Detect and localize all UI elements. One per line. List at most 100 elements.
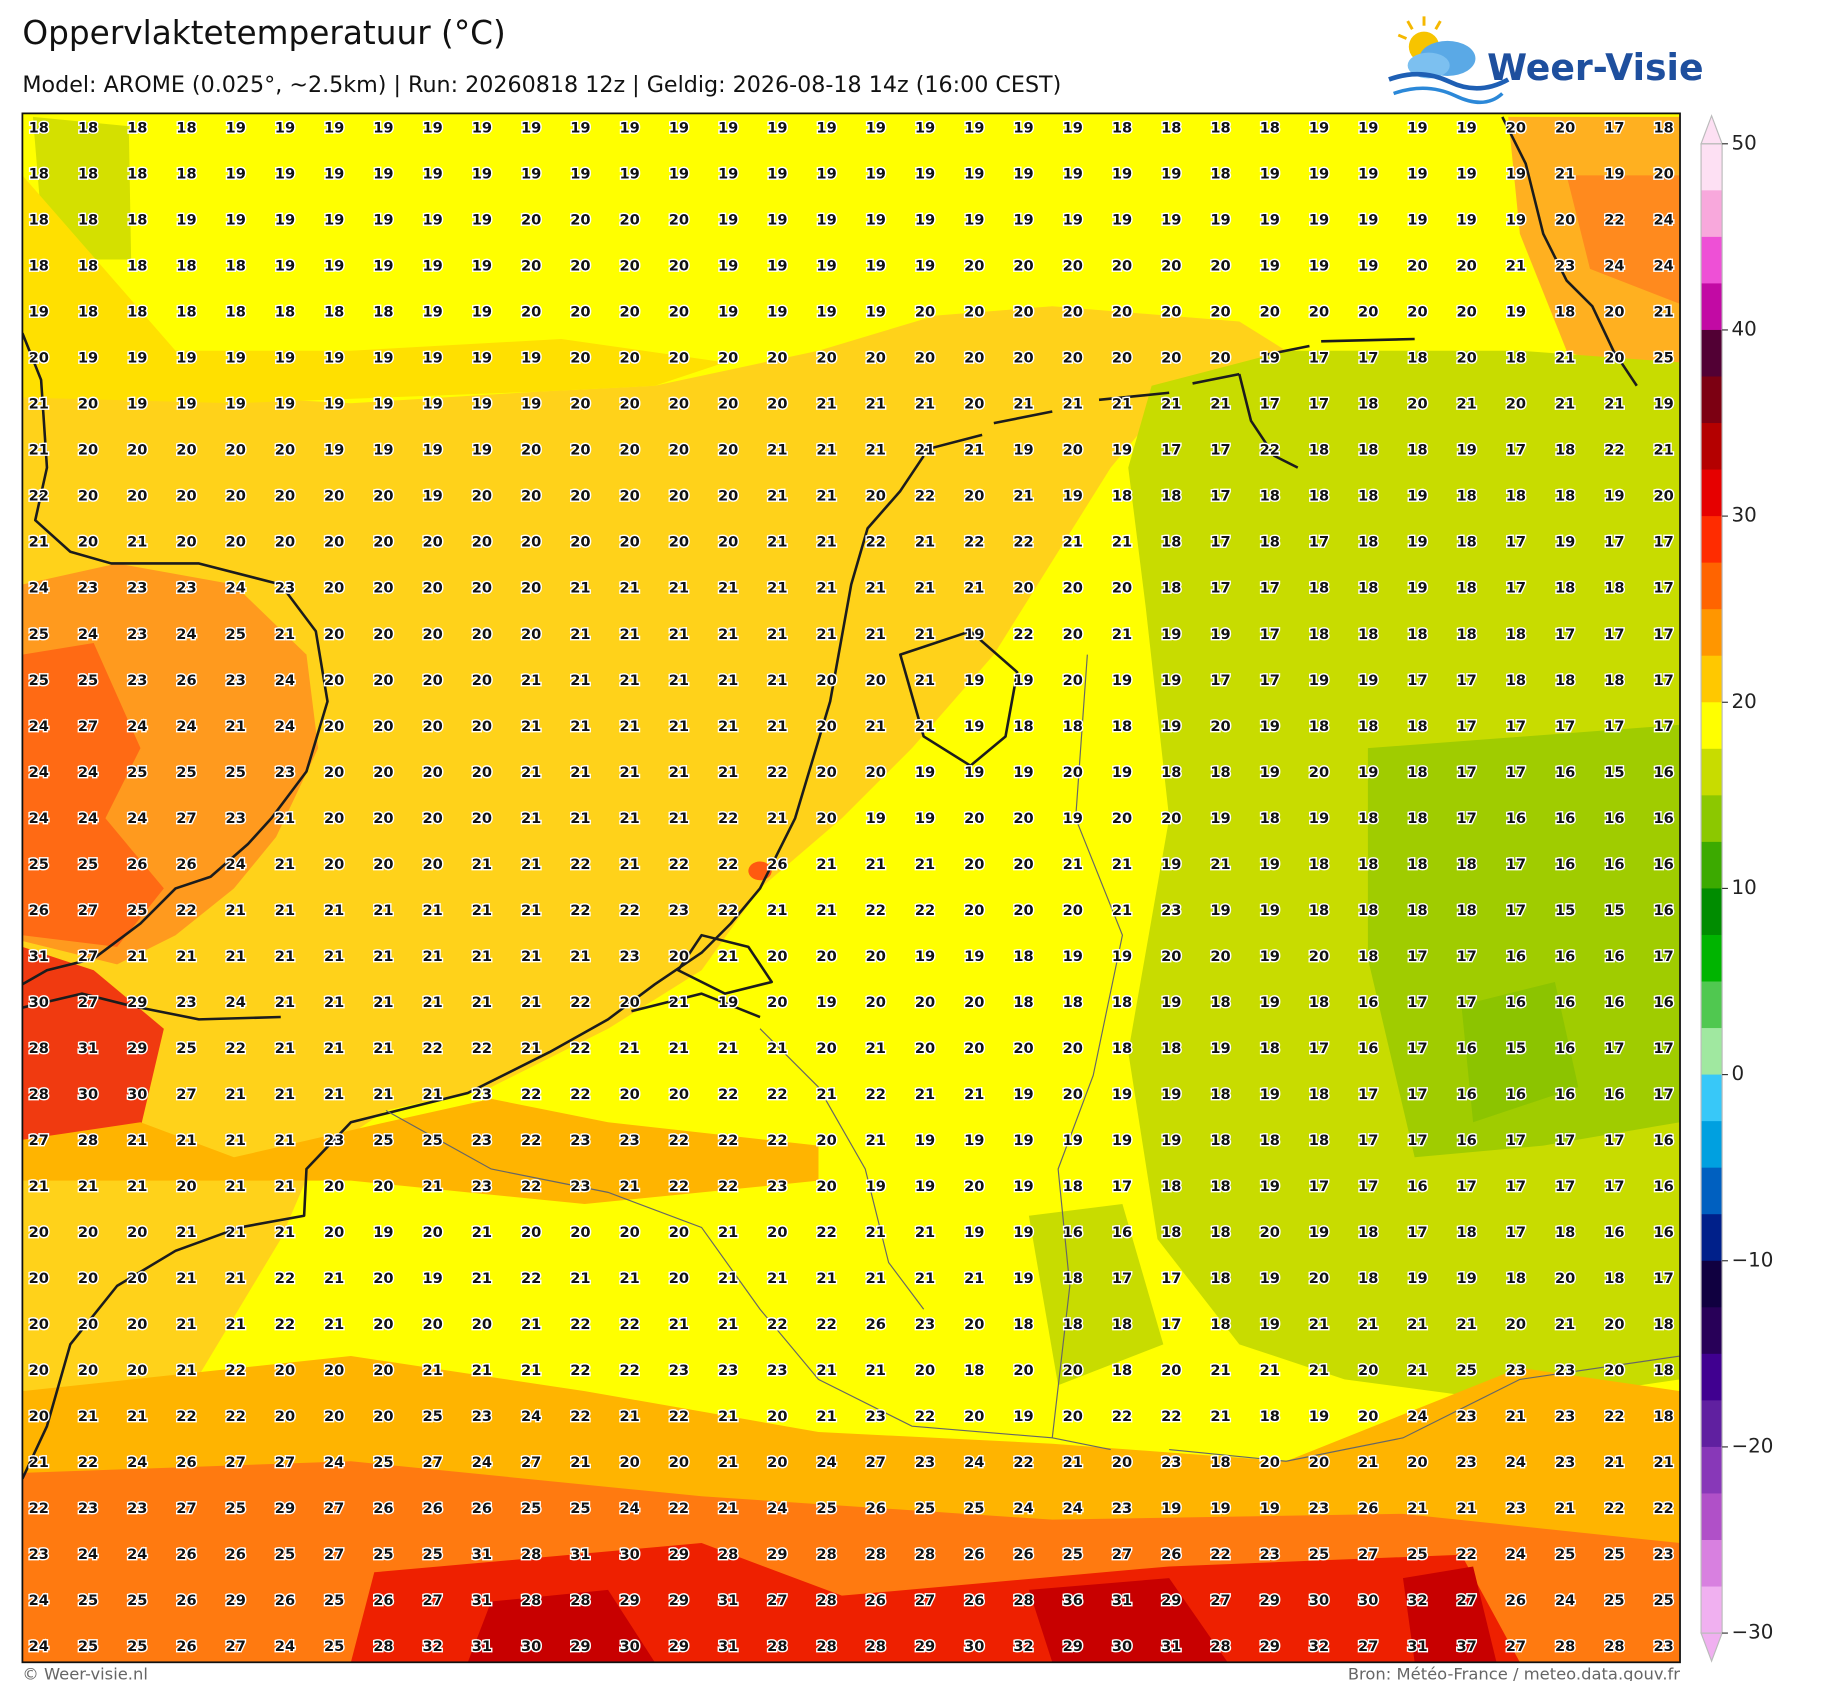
temperature-value: 19 [1457, 442, 1477, 459]
temperature-value: 21 [669, 672, 689, 689]
temperature-value: 20 [866, 672, 886, 689]
temperature-value: 21 [964, 1270, 984, 1287]
temperature-value: 21 [915, 718, 935, 735]
temperature-value: 23 [78, 580, 98, 597]
temperature-value: 19 [1309, 258, 1329, 275]
temperature-value: 25 [373, 1454, 393, 1471]
temperature-value: 20 [78, 488, 98, 505]
temperature-value: 18 [1506, 626, 1526, 643]
temperature-value: 23 [176, 994, 196, 1011]
temperature-value: 20 [29, 1224, 49, 1241]
temperature-value: 27 [423, 1592, 443, 1609]
temperature-value: 22 [816, 1224, 836, 1241]
colorbar-band [1701, 934, 1723, 983]
temperature-value: 18 [1555, 1224, 1575, 1241]
temperature-value: 21 [521, 718, 541, 735]
temperature-value: 18 [1358, 1224, 1378, 1241]
temperature-value: 19 [718, 994, 738, 1011]
temperature-value: 21 [619, 1178, 639, 1195]
temperature-value: 19 [1013, 1270, 1033, 1287]
temperature-value: 19 [373, 120, 393, 137]
temperature-value: 20 [718, 350, 738, 367]
temperature-value: 20 [29, 1408, 49, 1425]
temperature-value: 19 [1555, 534, 1575, 551]
temperature-value: 18 [1309, 994, 1329, 1011]
temperature-value: 19 [1063, 166, 1083, 183]
temperature-value: 20 [1063, 258, 1083, 275]
temperature-value: 24 [29, 1592, 49, 1609]
temperature-value: 27 [521, 1454, 541, 1471]
temperature-value: 22 [570, 1408, 590, 1425]
temperature-value: 20 [373, 1408, 393, 1425]
temperature-value: 25 [127, 1638, 147, 1655]
temperature-value: 20 [373, 1362, 393, 1379]
temperature-value: 25 [176, 764, 196, 781]
temperature-value: 18 [1260, 120, 1280, 137]
temperature-value: 27 [1112, 1546, 1132, 1563]
temperature-value: 21 [1407, 1316, 1427, 1333]
temperature-value: 20 [521, 488, 541, 505]
temperature-value: 17 [1210, 672, 1230, 689]
temperature-value: 20 [619, 1454, 639, 1471]
temperature-value: 20 [1457, 350, 1477, 367]
temperature-value: 22 [521, 1132, 541, 1149]
temperature-value: 21 [767, 902, 787, 919]
temperature-value: 16 [1358, 1040, 1378, 1057]
temperature-value: 18 [373, 304, 393, 321]
temperature-value: 20 [1013, 902, 1033, 919]
temperature-value: 27 [176, 810, 196, 827]
temperature-value: 27 [1358, 1638, 1378, 1655]
temperature-value: 19 [521, 166, 541, 183]
temperature-value: 17 [1210, 488, 1230, 505]
temperature-value: 16 [1555, 856, 1575, 873]
temperature-value: 21 [915, 1224, 935, 1241]
temperature-value: 17 [1260, 580, 1280, 597]
temperature-value: 26 [176, 856, 196, 873]
temperature-value: 17 [1309, 350, 1329, 367]
temperature-value: 19 [915, 258, 935, 275]
temperature-value: 17 [1506, 1132, 1526, 1149]
temperature-value: 19 [373, 350, 393, 367]
temperature-value: 21 [718, 672, 738, 689]
temperature-value: 20 [226, 534, 246, 551]
temperature-value: 18 [1210, 1132, 1230, 1149]
temperature-value: 24 [275, 672, 295, 689]
temperature-value: 21 [127, 948, 147, 965]
temperature-value: 25 [226, 626, 246, 643]
temperature-value: 21 [718, 1500, 738, 1517]
temperature-value: 20 [1210, 350, 1230, 367]
temperature-value: 18 [1407, 902, 1427, 919]
temperature-value: 19 [619, 166, 639, 183]
temperature-value: 23 [1506, 1362, 1526, 1379]
temperature-value: 16 [1653, 1178, 1673, 1195]
temperature-value: 21 [1653, 1454, 1673, 1471]
temperature-value: 18 [1604, 672, 1624, 689]
temperature-value: 21 [570, 764, 590, 781]
temperature-value: 22 [570, 1316, 590, 1333]
temperature-value: 19 [1604, 488, 1624, 505]
temperature-value: 21 [423, 1362, 443, 1379]
temperature-value: 28 [78, 1132, 98, 1149]
temperature-value: 19 [423, 258, 443, 275]
temperature-value: 20 [423, 534, 443, 551]
temperature-value: 21 [324, 902, 344, 919]
temperature-value: 19 [275, 396, 295, 413]
temperature-value: 20 [29, 1316, 49, 1333]
temperature-value: 19 [816, 166, 836, 183]
temperature-value: 21 [915, 580, 935, 597]
temperature-value: 28 [521, 1592, 541, 1609]
temperature-value: 28 [866, 1546, 886, 1563]
temperature-value: 21 [669, 1040, 689, 1057]
temperature-value: 18 [1555, 580, 1575, 597]
temperature-value: 20 [1309, 948, 1329, 965]
temperature-value: 20 [619, 304, 639, 321]
temperature-value: 24 [29, 810, 49, 827]
temperature-value: 18 [1260, 488, 1280, 505]
temperature-value: 20 [570, 396, 590, 413]
temperature-value: 21 [373, 902, 393, 919]
temperature-value: 19 [1260, 1270, 1280, 1287]
temperature-value: 21 [226, 902, 246, 919]
temperature-value: 25 [1653, 1592, 1673, 1609]
temperature-value: 23 [176, 580, 196, 597]
temperature-value: 19 [964, 166, 984, 183]
